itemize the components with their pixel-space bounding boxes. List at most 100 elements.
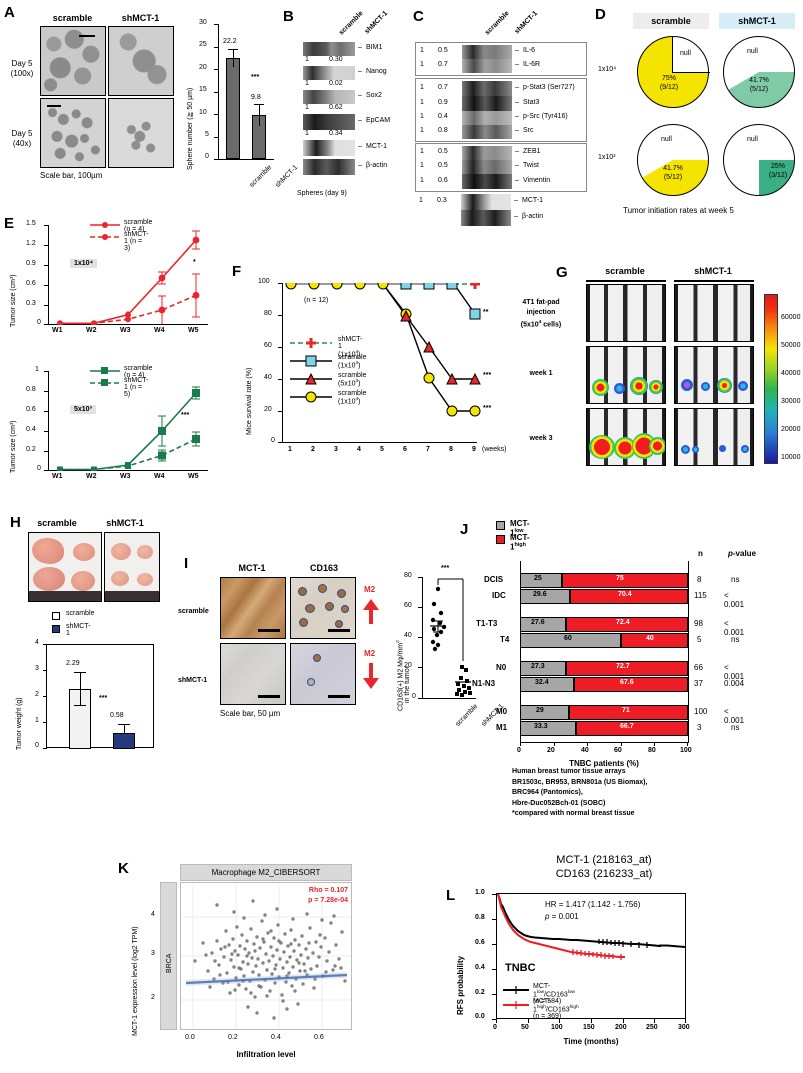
panel-l-title: MCT-1 (218163_at) CD163 (216233_at)	[484, 853, 724, 881]
panel-c-protein-name: MCT-1	[522, 197, 543, 204]
panel-e-chart2-sig: ***	[181, 412, 190, 419]
panel-c-protein-name: Twist	[523, 162, 539, 169]
panel-a-micrograph-shmct1-40x	[108, 98, 174, 168]
panel-e-chart-5e3: Tumor size (cm³) 1 0.8 0.6 0.4 0.2 0 W1 …	[4, 365, 229, 495]
panel-f-legend-shmct1: shMCT-1 (1x104)	[338, 336, 363, 359]
panel-j-xtick: 60	[614, 747, 622, 754]
panel-c-col2-title: shMCT-1	[513, 10, 540, 36]
panel-h-legend-swatch-scramble	[52, 612, 60, 620]
panel-a-micrograph-shmct1-100x	[108, 26, 174, 96]
panel-j-footnote-line4: Hbre-Duc052Bch-01 (SOBC)	[512, 799, 606, 807]
panel-k-rho: Rho = 0.107	[308, 887, 348, 894]
panel-j-high-value: 72.4	[616, 619, 630, 626]
panel-d-pie-value-2: 41.7% (5/12)	[735, 76, 783, 94]
panel-c-quant: 0.8	[438, 127, 448, 134]
panel-g-biolum-spot	[717, 378, 732, 393]
panel-j-bar-low	[520, 661, 566, 676]
panel-j-row-label: N0	[496, 663, 507, 672]
panel-i-cd163-cell	[341, 605, 349, 613]
panel-b-quant-2a: 1	[305, 80, 309, 87]
panel-g-biolum-spot	[630, 377, 648, 395]
panel-h-chart-plot: 4 3 2 1 0 2.29 0.58 ***	[35, 639, 154, 749]
panel-c-quant: 0.5	[438, 162, 448, 169]
panel-a-significance: ***	[251, 74, 260, 81]
panel-i-dotplot: CD163(+) M2 Mφ/mm2 in the tumor 80 60 40…	[390, 563, 505, 773]
panel-g: G scramble shMCT-1 4T1 fat-pad injection…	[500, 252, 803, 487]
panel-a-chart-xaxis	[218, 159, 274, 160]
panel-c-quant: 0.5	[438, 148, 448, 155]
panel-i-label: I	[184, 555, 189, 572]
panel-c-blot-band	[462, 125, 512, 139]
panel-b-blot-band	[303, 66, 355, 80]
panel-j-low-value: 27.6	[531, 619, 545, 626]
panel-j-high-value: 70.4	[618, 591, 632, 598]
panel-j-low-value: 25	[534, 575, 542, 582]
panel-j-bar-high	[566, 617, 688, 632]
panel-a-value-scramble: 22.2	[223, 38, 237, 45]
panel-j-legend-label-low: MCT-1low	[510, 519, 530, 538]
panel-c-quant: 1	[420, 162, 424, 169]
panel-b-protein-name: Sox2	[366, 92, 382, 99]
panel-c-blot-band	[462, 45, 512, 59]
panel-d-null-2: null	[747, 48, 758, 55]
panel-a-row1-label-line2: (100x)	[10, 69, 34, 78]
panel-i-col1-title: MCT-1	[238, 563, 266, 573]
panel-c-protein-name: Vimentin	[523, 177, 551, 184]
panel-j-footnote: Human breast tumor tissue arrays BR1503c…	[512, 767, 647, 820]
panel-b-quant-4b: 0.34	[329, 130, 343, 137]
panel-f-sig-1e4: ***	[483, 405, 492, 412]
panel-g-row2-label: week 1	[529, 370, 553, 377]
panel-k-ytick: 2	[151, 994, 155, 1001]
panel-h-chart: Tumor weight (g) 4 3 2 1 0 2.29 0.58 ***	[4, 639, 174, 790]
panel-c-quant: 0.4	[438, 113, 448, 120]
panel-c-protein-name: β-actin	[522, 213, 544, 220]
panel-g-row1-line1: 4T1 fat-pad	[522, 299, 560, 306]
panel-j-row-dcis: 25 75 DCIS 8 ns	[484, 573, 739, 588]
panel-b-blot-row: – EpCAM	[303, 114, 403, 130]
panel-b-quant-3a: 1	[305, 104, 309, 111]
panel-l-xtick: 50	[521, 1024, 529, 1031]
panel-j-bar-high	[568, 705, 688, 720]
panel-a-row2-label: Day 5 (40x)	[4, 129, 40, 149]
panel-c-protein-name: IL-6R	[523, 61, 541, 68]
panel-c-quant: 1	[420, 61, 424, 68]
panel-h-legend-swatch-shmct1	[52, 625, 60, 633]
panel-j-label: J	[460, 521, 469, 538]
panel-d-frac-1: (9/12)	[659, 84, 679, 91]
panel-i-cd163-cell	[318, 584, 327, 593]
panel-a-scalebar-mark-2	[47, 105, 61, 107]
panel-j-bar-high	[569, 589, 688, 604]
panel-l: L MCT-1 (218163_at) CD163 (216233_at) RF…	[440, 845, 803, 1073]
panel-a-row1-label: Day 5 (100x)	[4, 59, 40, 79]
panel-j: J MCT-1low MCT-1high n p-value 25 75 DCI…	[460, 505, 803, 820]
panel-j-row-n: 5	[697, 635, 702, 644]
panel-c-quant: 1	[420, 47, 424, 54]
panel-e-label: E	[4, 215, 15, 232]
panel-c-group-3: 1 0.5 – ZEB1 1 0.5 – Twist 1 0.6 – Vimen…	[415, 143, 587, 192]
panel-j-bar-high	[562, 573, 688, 588]
panel-a-value-shmct1: 9.8	[251, 94, 261, 101]
panel-j-row-p: < 0.001	[724, 619, 745, 637]
panel-j-row-label: M0	[496, 707, 508, 716]
panel-d-pie-shmct1-1e3	[723, 124, 795, 196]
panel-g-scale-tick: 40000	[781, 370, 801, 377]
panel-b-blots: – BIM1 1 0.30 – Nanog 1 0.02 – Sox2 1 0.…	[303, 42, 403, 175]
panel-a-chart-yaxis	[218, 24, 219, 160]
panel-c-quant: 1	[420, 127, 424, 134]
panel-b-blot-band	[303, 140, 355, 156]
panel-i-cd163-cell	[299, 618, 308, 627]
panel-j-bars: 25 75 DCIS 8 ns 29.6 70.4 IDC 115 < 0.00…	[472, 561, 800, 768]
panel-l-curves	[497, 894, 686, 960]
panel-a-scalebar-caption: Scale bar, 100µm	[40, 171, 103, 180]
panel-a-col2-title: shMCT-1	[121, 13, 160, 23]
panel-g-row3-label: week 3	[529, 435, 553, 442]
panel-b-quant-3b: 0.62	[329, 104, 343, 111]
panel-i-ihc-mct1-shmct1	[220, 643, 286, 705]
panel-a-chart-ylabel: Sphere number (≧ 50 µm)	[187, 87, 194, 170]
panel-i-dotplot-points	[430, 578, 472, 697]
panel-i-row2-label: shMCT-1	[178, 677, 208, 684]
panel-c-quant: 1	[419, 197, 423, 204]
panel-g-scale-tick: 10000	[781, 454, 801, 461]
panel-d-frac-4: (3/12)	[768, 172, 788, 179]
panel-d-frac-3: (5/12)	[663, 174, 683, 181]
